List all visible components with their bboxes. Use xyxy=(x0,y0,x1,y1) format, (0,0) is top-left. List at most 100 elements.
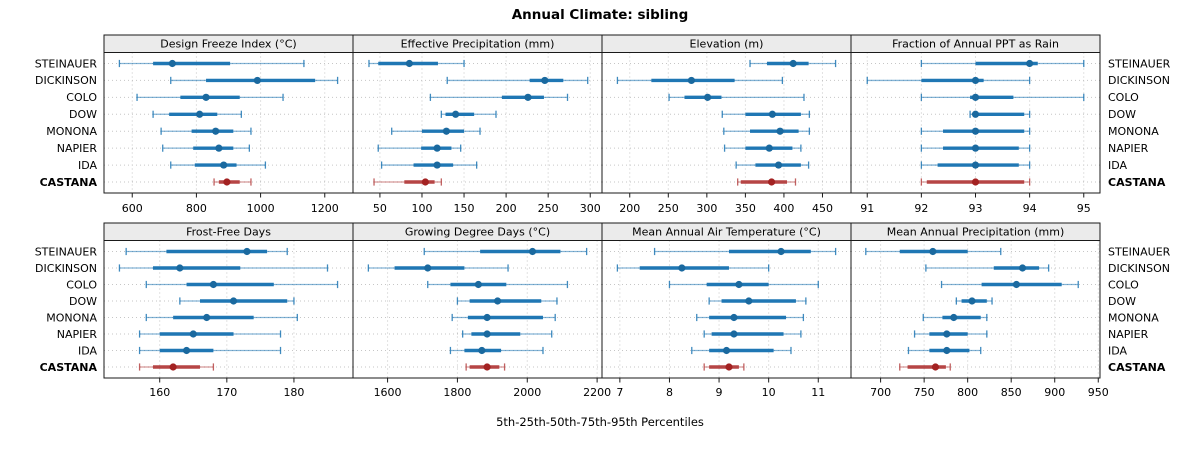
median-dot xyxy=(478,346,486,355)
x-tick-label: 900 xyxy=(1044,386,1065,399)
panel-bg xyxy=(851,240,1100,378)
median-dot xyxy=(203,313,211,322)
x-tick-label: 800 xyxy=(186,202,207,215)
row-label-right: STEINAUER xyxy=(1108,245,1171,258)
x-tick-label: 400 xyxy=(773,202,794,215)
row-label-right: DICKINSON xyxy=(1108,74,1170,87)
median-dot xyxy=(212,127,220,135)
median-dot xyxy=(189,330,197,338)
median-dot xyxy=(168,59,176,68)
median-dot xyxy=(524,93,532,101)
median-dot xyxy=(243,247,251,256)
panel-title: Design Freeze Index (°C) xyxy=(160,38,296,51)
row-label-right: CASTANA xyxy=(1108,361,1166,374)
row-label-left: COLO xyxy=(66,91,97,104)
row-label-left: MONONA xyxy=(46,125,97,138)
median-dot xyxy=(774,161,783,169)
median-dot xyxy=(730,330,738,338)
row-label-left: DICKINSON xyxy=(35,262,97,275)
median-dot xyxy=(483,363,491,371)
median-dot xyxy=(704,93,712,101)
x-tick-label: 600 xyxy=(122,202,143,215)
median-dot xyxy=(943,346,951,355)
x-tick-label: 1800 xyxy=(443,386,471,399)
x-tick-label: 160 xyxy=(149,386,170,399)
panel-bg xyxy=(104,240,353,378)
median-dot xyxy=(931,363,940,371)
median-dot xyxy=(253,76,261,85)
x-tick-label: 850 xyxy=(1001,386,1022,399)
median-dot xyxy=(483,313,491,322)
row-label-right: DICKINSON xyxy=(1108,262,1170,275)
row-label-left: DOW xyxy=(69,108,97,121)
panel-bg xyxy=(851,52,1100,193)
x-tick-label: 450 xyxy=(812,202,833,215)
x-tick-label: 1600 xyxy=(374,386,402,399)
median-dot xyxy=(223,178,231,186)
panel-title: Effective Precipitation (mm) xyxy=(401,38,555,51)
x-tick-label: 200 xyxy=(496,202,517,215)
row-label-right: IDA xyxy=(1108,344,1128,357)
x-tick-label: 750 xyxy=(914,386,935,399)
median-dot xyxy=(722,346,731,355)
panel-bg xyxy=(353,240,602,378)
median-dot xyxy=(209,280,217,289)
median-dot xyxy=(1026,59,1034,68)
median-dot xyxy=(196,110,204,118)
median-dot xyxy=(176,264,184,272)
x-tick-label: 11 xyxy=(811,386,825,399)
row-label-right: COLO xyxy=(1108,278,1139,291)
panel-title: Growing Degree Days (°C) xyxy=(405,226,550,239)
median-dot xyxy=(789,59,797,68)
panel-title: Frost-Free Days xyxy=(186,226,271,239)
panel-bg xyxy=(602,52,851,193)
median-dot xyxy=(687,76,696,85)
median-dot xyxy=(971,76,980,85)
median-dot xyxy=(182,346,191,355)
x-tick-label: 800 xyxy=(957,386,978,399)
x-tick-label: 300 xyxy=(696,202,717,215)
x-tick-label: 250 xyxy=(658,202,679,215)
median-dot xyxy=(405,59,413,68)
median-dot xyxy=(971,110,980,118)
x-tick-label: 2000 xyxy=(513,386,541,399)
median-dot xyxy=(735,280,743,289)
median-dot xyxy=(776,127,784,135)
median-dot xyxy=(730,313,738,322)
median-dot xyxy=(202,93,210,101)
row-label-right: DOW xyxy=(1108,295,1136,308)
x-tick-label: 91 xyxy=(860,202,874,215)
median-dot xyxy=(768,110,776,118)
row-label-right: MONONA xyxy=(1108,125,1159,138)
median-dot xyxy=(421,178,429,186)
x-tick-label: 8 xyxy=(666,386,673,399)
row-label-left: IDA xyxy=(78,159,98,172)
median-dot xyxy=(943,330,951,338)
median-dot xyxy=(765,144,773,152)
median-dot xyxy=(433,144,441,152)
median-dot xyxy=(424,264,432,272)
median-dot xyxy=(971,127,980,135)
median-dot xyxy=(1018,264,1027,272)
row-label-right: NAPIER xyxy=(1108,142,1149,155)
x-tick-label: 100 xyxy=(411,202,432,215)
row-label-right: DOW xyxy=(1108,108,1136,121)
median-dot xyxy=(971,144,980,152)
median-dot xyxy=(433,161,441,169)
median-dot xyxy=(541,76,549,85)
panel-header xyxy=(850,222,1101,241)
median-dot xyxy=(215,144,223,152)
median-dot xyxy=(678,264,686,272)
row-label-left: CASTANA xyxy=(40,361,98,374)
panel-bg xyxy=(602,240,851,378)
x-tick-label: 180 xyxy=(283,386,304,399)
x-tick-label: 170 xyxy=(216,386,237,399)
x-tick-label: 93 xyxy=(969,202,983,215)
panels-group: 600 800 1000 1200 Design Freeze Index (°C) 50… xyxy=(35,34,1171,399)
x-tick-label: 200 xyxy=(619,202,640,215)
x-tick-label: 700 xyxy=(870,386,891,399)
panel-title: Mean Annual Air Temperature (°C) xyxy=(632,226,821,239)
median-dot xyxy=(474,280,482,289)
chart-title: Annual Climate: sibling xyxy=(512,7,689,23)
